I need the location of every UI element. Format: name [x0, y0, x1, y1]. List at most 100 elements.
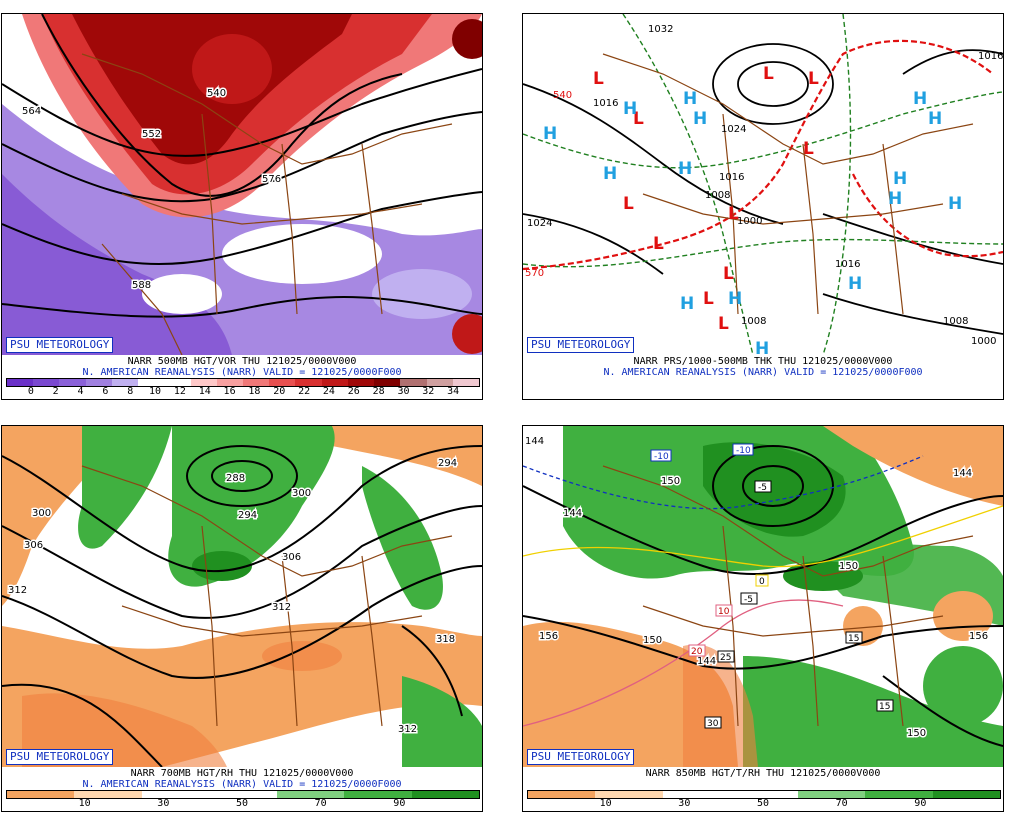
colorbar-swatch: [932, 791, 1000, 798]
contour-label-144: 144: [525, 436, 544, 447]
colorbar-tick-label: 22: [298, 386, 311, 397]
temp-label: 20: [691, 647, 703, 657]
high-pressure-symbol: H: [755, 339, 769, 355]
map-700mb: 288 294 300 306 312 300 306 312 318 294 …: [2, 426, 482, 767]
low-pressure-symbol: L: [728, 204, 739, 224]
contour-label-576: 576: [262, 174, 281, 185]
colorbar-tick-label: 34: [447, 386, 460, 397]
temp-label: -10: [736, 446, 751, 456]
thickness-label-570: 570: [525, 268, 544, 279]
low-pressure-symbol: L: [718, 314, 729, 334]
contour-label-552: 552: [142, 129, 161, 140]
colorbar-swatch: [111, 379, 139, 386]
high-pressure-symbol: H: [848, 274, 862, 294]
temp-label-box: 30: [704, 716, 722, 729]
contour-label-144: 144: [563, 508, 582, 519]
colorbar-tick-label: 32: [422, 386, 435, 397]
high-pressure-symbol: H: [913, 89, 927, 109]
isobar-label-1008: 1008: [705, 190, 730, 201]
temp-label-box: -10: [650, 449, 672, 462]
colorbar-tick-label: 26: [347, 386, 360, 397]
colorbar-tick-label: 90: [914, 798, 927, 809]
map-500mb: 564 552 540 576 588: [2, 14, 482, 355]
temp-label-box: 0: [755, 574, 769, 587]
high-pressure-symbol: H: [693, 109, 707, 129]
contour-label-144: 144: [953, 468, 972, 479]
colorbar-tick-label: 10: [599, 798, 612, 809]
temp-label: 25: [720, 653, 731, 663]
colorbar-tick-label: 30: [157, 798, 170, 809]
colorbar-swatch: [528, 791, 596, 798]
colorbar-swatch: [411, 791, 479, 798]
contour-label-312: 312: [272, 602, 291, 613]
contour-label-318: 318: [436, 634, 455, 645]
colorbar-tick-label: 28: [372, 386, 385, 397]
temp-label-box: 15: [845, 631, 863, 644]
colorbar-tick-label: 18: [248, 386, 261, 397]
temp-label: -10: [654, 452, 669, 462]
colorbar-tick-label: 24: [322, 386, 335, 397]
high-pressure-symbol: H: [678, 159, 692, 179]
panel-title: NARR 500MB HGT/VOR THU 121025/0000V000: [127, 356, 357, 367]
colorbar-tick-label: 30: [678, 798, 691, 809]
map-pressure-thickness: L L L L L L L L L L L H H H H H H H H H …: [523, 14, 1003, 355]
contour-label-306: 306: [24, 540, 43, 551]
colorbar-swatch: [865, 791, 933, 798]
colorbar-swatch: [400, 379, 427, 386]
temp-label: -5: [758, 483, 767, 493]
psu-meteorology-badge: PSU METEOROLOGY: [527, 749, 635, 765]
colorbar-swatch: [33, 379, 60, 386]
temp-label: -5: [744, 595, 753, 605]
contour-label-588: 588: [132, 280, 151, 291]
colorbar-swatch: [216, 379, 243, 386]
colorbar-swatch: [662, 791, 731, 798]
vorticity-colorbar-labels: 0 2 4 6 8 10 12 14 16 18 20 22 24 26 28 30 32 34: [6, 386, 478, 398]
temp-label: 10: [718, 607, 730, 617]
high-pressure-symbol: H: [603, 164, 617, 184]
temp-label: 0: [759, 577, 765, 587]
contour-label-156: 156: [539, 631, 558, 642]
colorbar-swatch: [7, 379, 34, 386]
panel-valid-line: N. AMERICAN REANALYSIS (NARR) VALID = 12…: [603, 367, 923, 378]
temp-label-box: -5: [754, 480, 772, 493]
panel-title: NARR PRS/1000-500MB THK THU 121025/0000V…: [633, 356, 893, 367]
isobar-label-1024: 1024: [721, 124, 746, 135]
rh-colorbar-labels: 10 30 50 70 90: [6, 798, 478, 810]
colorbar-swatch: [138, 379, 165, 386]
colorbar-swatch: [374, 379, 401, 386]
contour-label-306: 306: [282, 552, 301, 563]
colorbar-swatch: [344, 791, 412, 798]
colorbar-swatch: [190, 379, 217, 386]
contour-label-156: 156: [969, 631, 988, 642]
temp-label: 15: [848, 634, 859, 644]
contour-label-300: 300: [292, 488, 311, 499]
colorbar-tick-label: 70: [835, 798, 848, 809]
low-pressure-symbol: L: [808, 69, 819, 89]
colorbar-swatch: [595, 791, 663, 798]
panel-500mb-vorticity: 564 552 540 576 588 PSU METEOROLOGY NARR…: [1, 13, 483, 400]
high-pressure-symbol: H: [948, 194, 962, 214]
colorbar-tick-label: 90: [393, 798, 406, 809]
colorbar-tick-label: 10: [149, 386, 162, 397]
temp-label: 30: [707, 719, 719, 729]
colorbar-swatch: [164, 379, 191, 386]
temp-label-box: -5: [740, 592, 758, 605]
colorbar-swatch: [347, 379, 375, 386]
temp-label: 15: [879, 702, 890, 712]
colorbar-swatch: [85, 379, 112, 386]
colorbar-swatch: [295, 379, 322, 386]
contour-label-300: 300: [32, 508, 51, 519]
colorbar-tick-label: 0: [27, 386, 34, 397]
colorbar-swatch: [276, 791, 345, 798]
temp-label-box: 10: [715, 604, 733, 617]
low-pressure-symbol: L: [633, 109, 644, 129]
vorticity-colorbar: [6, 378, 480, 387]
colorbar-swatch: [269, 379, 296, 386]
low-pressure-symbol: L: [653, 234, 664, 254]
isobar-label-1008: 1008: [943, 316, 968, 327]
low-pressure-symbol: L: [763, 64, 774, 84]
rh-colorbar: [527, 790, 1001, 799]
low-pressure-symbol: L: [703, 289, 714, 309]
high-pressure-symbol: H: [728, 289, 742, 309]
isobar-label-1024: 1024: [527, 218, 552, 229]
